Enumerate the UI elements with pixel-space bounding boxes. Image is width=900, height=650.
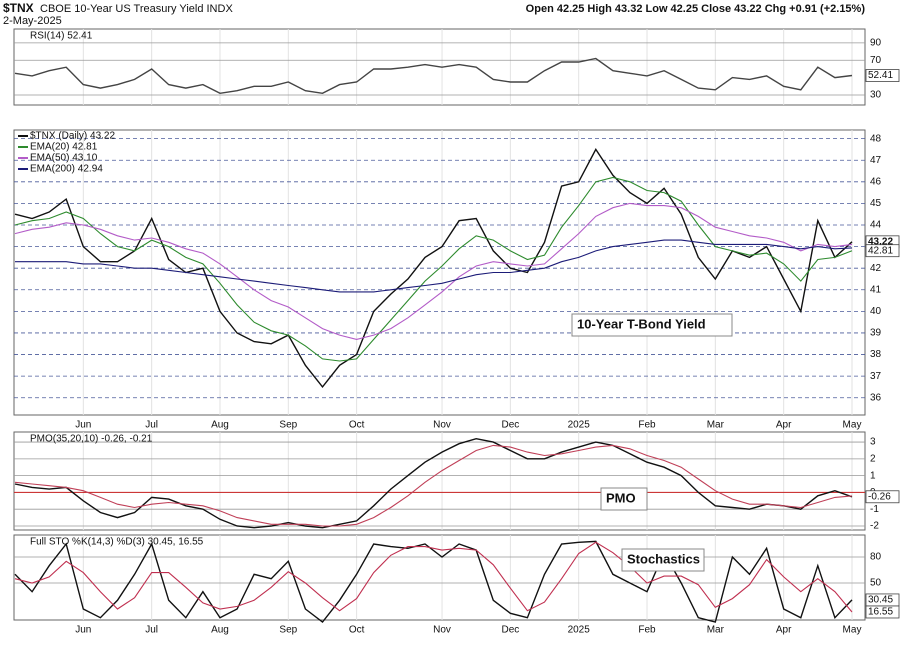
y-tick-label: 44 xyxy=(870,220,882,231)
x-tick-label: Nov xyxy=(433,625,451,636)
series-line xyxy=(15,239,853,293)
y-tick-label: 50 xyxy=(870,578,882,589)
x-tick-label: Aug xyxy=(211,420,229,431)
x-tick-label: May xyxy=(843,420,862,431)
x-tick-label: Apr xyxy=(776,420,792,431)
x-tick-label: Oct xyxy=(349,625,365,636)
date: 2-May-2025 xyxy=(3,15,62,27)
panel-title: PMO(35,20,10) -0.26, -0.21 xyxy=(30,434,153,445)
x-tick-label: 2025 xyxy=(568,420,591,431)
panel xyxy=(13,534,866,621)
panel-title: RSI(14) 52.41 xyxy=(30,31,93,42)
x-tick-label: Jul xyxy=(145,420,158,431)
y-tick-label: 3 xyxy=(870,437,876,448)
x-tick-label: Feb xyxy=(638,625,656,636)
annotation-box xyxy=(621,548,705,572)
series-line xyxy=(14,57,853,95)
series-line xyxy=(14,541,853,613)
annotation: PMO xyxy=(606,490,636,505)
panel xyxy=(13,431,866,531)
series-line xyxy=(14,148,853,389)
last-value-label: 42.81 xyxy=(868,245,893,256)
series-line xyxy=(14,444,853,527)
x-tick-label: Jul xyxy=(145,625,158,636)
quote: Open 42.25 High 43.32 Low 42.25 Close 43… xyxy=(526,3,866,15)
last-value-label: 30.45 xyxy=(868,595,893,606)
y-tick-label: -1 xyxy=(870,504,879,515)
y-tick-label: 38 xyxy=(870,349,882,360)
y-tick-label: 70 xyxy=(870,55,882,66)
x-tick-label: Oct xyxy=(349,420,365,431)
x-tick-label: Jun xyxy=(75,625,91,636)
y-tick-label: 39 xyxy=(870,328,882,339)
symbol: $TNX xyxy=(3,1,34,15)
legend-entry: $TNX (Daily) 43.22 xyxy=(30,131,115,142)
y-tick-label: 48 xyxy=(870,133,882,144)
y-tick-label: -2 xyxy=(870,521,879,532)
x-tick-label: Sep xyxy=(279,420,297,431)
last-value-box xyxy=(865,69,900,82)
y-tick-label: 41 xyxy=(870,284,882,295)
y-tick-label: 37 xyxy=(870,371,882,382)
last-value-box xyxy=(865,605,900,619)
series-line xyxy=(14,540,853,623)
y-tick-label: 47 xyxy=(870,155,882,166)
series-line xyxy=(14,437,853,529)
y-tick-label: 2 xyxy=(870,453,876,464)
x-tick-label: Mar xyxy=(707,625,725,636)
x-tick-label: Mar xyxy=(707,420,725,431)
y-tick-label: 42 xyxy=(870,263,882,274)
x-tick-label: Dec xyxy=(501,420,519,431)
annotation: Stochastics xyxy=(627,551,700,566)
y-tick-label: 90 xyxy=(870,38,882,49)
last-value-label: -0.26 xyxy=(868,491,891,502)
x-tick-label: 2025 xyxy=(568,625,591,636)
x-tick-label: Dec xyxy=(501,625,519,636)
panel xyxy=(13,129,866,416)
legend-entry: EMA(50) 43.10 xyxy=(30,153,98,164)
y-tick-label: 36 xyxy=(870,392,882,403)
panel-title: Full STO %K(14,3) %D(3) 30.45, 16.55 xyxy=(30,537,204,548)
series-line xyxy=(14,202,853,340)
x-tick-label: Aug xyxy=(211,625,229,636)
annotation-box xyxy=(571,313,733,337)
x-tick-label: Apr xyxy=(776,625,792,636)
annotation: 10-Year T-Bond Yield xyxy=(577,316,706,331)
legend-entry: EMA(20) 42.81 xyxy=(30,142,98,153)
annotation-box xyxy=(600,487,648,511)
y-tick-label: 40 xyxy=(870,306,882,317)
symbol-name: CBOE 10-Year US Treasury Yield INDX xyxy=(40,3,233,15)
x-tick-label: May xyxy=(843,625,862,636)
series-line xyxy=(14,176,853,362)
y-tick-label: 45 xyxy=(870,198,882,209)
y-tick-label: 1 xyxy=(870,470,876,481)
x-tick-label: Sep xyxy=(279,625,297,636)
x-tick-label: Nov xyxy=(433,420,451,431)
last-value-box xyxy=(865,490,900,504)
x-tick-label: Feb xyxy=(638,420,656,431)
last-value-label: 52.41 xyxy=(868,70,893,81)
last-value-box xyxy=(865,244,900,258)
legend-entry: EMA(200) 42.94 xyxy=(30,164,103,175)
y-tick-label: 80 xyxy=(870,552,882,563)
y-tick-label: 46 xyxy=(870,176,882,187)
last-value-label: 16.55 xyxy=(868,607,893,618)
y-tick-label: 30 xyxy=(870,90,882,101)
last-value-label: 43.22 xyxy=(868,236,893,247)
x-tick-label: Jun xyxy=(75,420,91,431)
